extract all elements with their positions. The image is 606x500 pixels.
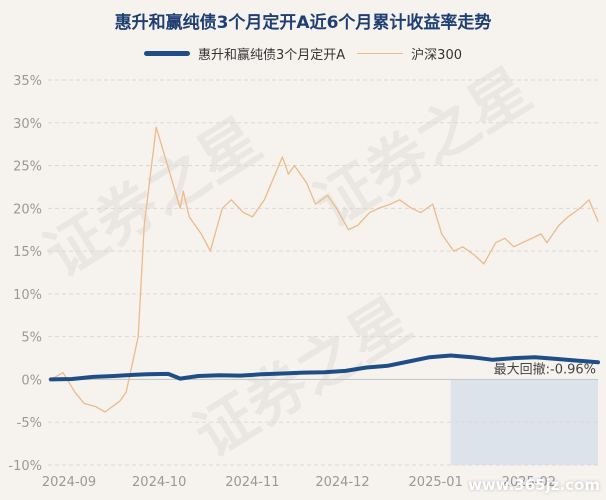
legend-swatch-fund (144, 51, 190, 56)
y-tick-label: 30% (13, 117, 42, 132)
x-tick-label: 2024-11 (225, 475, 279, 490)
x-tick-label: 2024-09 (42, 475, 96, 490)
y-tick-label: 35% (13, 74, 42, 89)
legend-label-index: 沪深300 (411, 48, 462, 63)
site-watermark: www.365jz.com (467, 476, 600, 494)
y-tick-label: 20% (13, 202, 42, 217)
y-tick-label: 0% (21, 373, 42, 388)
y-tick-label: 15% (13, 245, 42, 260)
series-line-fund (49, 353, 600, 382)
y-tick-label: 10% (13, 288, 42, 303)
y-tick-label: -10% (8, 459, 42, 474)
series-line-index (50, 126, 599, 413)
x-tick-label: 2024-10 (132, 475, 186, 490)
chart-title: 惠升和赢纯债3个月定开A近6个月累计收益率走势 (114, 13, 492, 33)
legend-item-index[interactable]: 沪深300 (357, 44, 462, 63)
y-tick-label: 5% (21, 331, 42, 346)
legend-label-fund: 惠升和赢纯债3个月定开A (198, 48, 346, 63)
x-tick-label: 2025-02 (502, 475, 556, 490)
y-tick-label: -5% (17, 416, 42, 431)
max-drawdown-annotation: 最大回撤:-0.96% (494, 361, 596, 377)
y-tick-label: 25% (13, 160, 42, 175)
legend-swatch-index (357, 52, 404, 55)
chart-legend: 惠升和赢纯债3个月定开A 沪深300 (0, 44, 606, 63)
x-tick-label: 2025-01 (409, 475, 463, 490)
x-tick-label: 2024-12 (315, 475, 369, 490)
legend-item-fund[interactable]: 惠升和赢纯债3个月定开A (144, 44, 345, 63)
